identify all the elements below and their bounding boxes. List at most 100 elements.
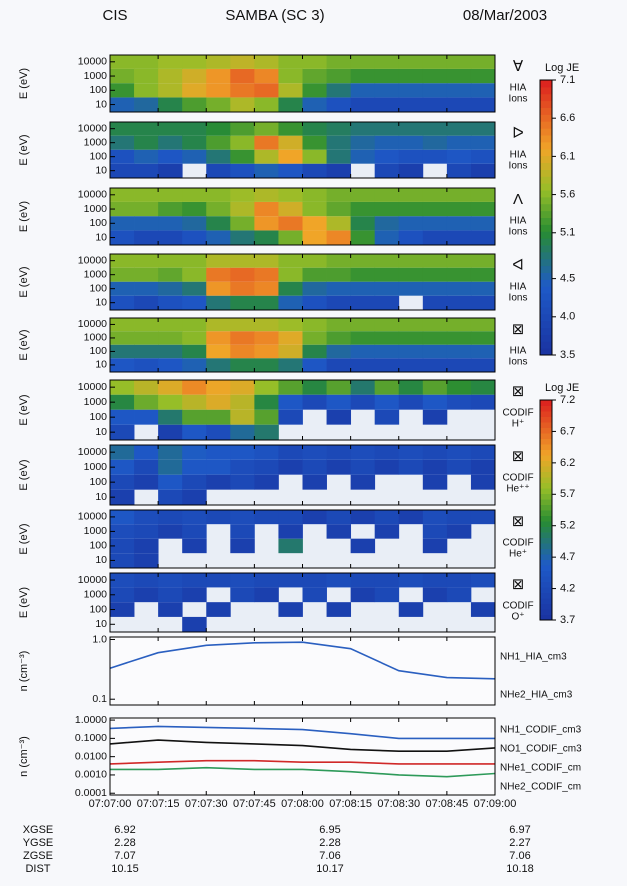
colorbar-segment [540, 477, 552, 483]
spectrogram-cell [110, 587, 135, 603]
y-tick-label: 10000 [78, 511, 107, 523]
spectrogram-cell [254, 254, 279, 268]
spectrogram-cell [470, 344, 496, 359]
spectrogram-cell [134, 587, 159, 603]
spectrogram-cell [446, 122, 472, 136]
spectrogram-cell [422, 445, 448, 460]
y-tick-label: 10 [95, 231, 107, 243]
colorbar-segment [540, 286, 552, 294]
spectrogram-cell [302, 135, 327, 150]
spectrogram-cell [158, 188, 183, 202]
y-axis-label: E (eV) [18, 201, 30, 232]
spectrogram-cell [350, 538, 376, 554]
ephemeris-value: 6.92 [114, 824, 135, 836]
spectrogram-cell [254, 97, 279, 112]
spectrogram-cell [134, 295, 159, 310]
spectrogram-cell [374, 254, 400, 268]
y-tick-label: 1000 [84, 589, 108, 601]
spectrogram-cell [134, 163, 159, 178]
colorbar-tick-label: 6.1 [560, 150, 575, 162]
x-tick-label: 07:09:00 [474, 798, 517, 810]
spectrogram-cell [230, 281, 255, 296]
colorbar-segment [540, 121, 552, 129]
spectrogram-cell [446, 358, 472, 372]
spectrogram-cell [230, 83, 255, 98]
spectrogram-cell [134, 68, 159, 84]
spectrogram-cell [326, 201, 352, 217]
spectrogram-cell [278, 459, 303, 475]
spectrogram-cell [254, 380, 279, 395]
colorbar-segment [540, 570, 552, 577]
spectrogram-cell [422, 188, 448, 202]
colorbar-segment [540, 327, 552, 335]
spectrogram-cell [350, 358, 376, 372]
spectrogram-cell [134, 459, 159, 475]
spectrogram-cell [326, 318, 352, 332]
colorbar-segment [540, 341, 552, 349]
spectrogram-cell [278, 281, 303, 296]
spectrogram-cell [350, 216, 376, 231]
spectrogram-cell [302, 318, 327, 332]
spectrogram-cell [254, 358, 279, 372]
spectrogram-cell [182, 68, 207, 84]
spectrogram-cell [254, 424, 279, 440]
spectrogram-cell [422, 149, 448, 164]
y-tick-label: 100 [89, 345, 107, 357]
spectrogram-cell [206, 230, 231, 245]
spectrogram-cell [326, 602, 352, 617]
ephemeris-value: 6.95 [319, 824, 340, 836]
y-tick-label: 1000 [84, 332, 108, 344]
spectrogram-cell [182, 83, 207, 98]
spectrogram-cell [470, 188, 496, 202]
spectrogram-cell [374, 394, 400, 410]
spectrogram-cell [470, 474, 496, 490]
y-tick-label: 1000 [84, 136, 108, 148]
spectrogram-cell [230, 424, 255, 440]
spectrogram-cell [230, 380, 255, 395]
spectrogram-cell [350, 295, 376, 310]
spectrogram-cell [278, 188, 303, 202]
series-line [109, 641, 496, 680]
spectrogram-cell [398, 122, 424, 136]
y-tick-label: 100 [89, 603, 107, 615]
spectrogram-cell [446, 510, 472, 525]
spectrogram-cell [374, 97, 400, 112]
y-tick-label: 10 [95, 359, 107, 371]
y-tick-label: 0.0100 [75, 750, 107, 762]
spectrogram-cell [182, 573, 207, 588]
spectrogram-cell [302, 216, 327, 231]
spectrogram-cell [302, 295, 327, 310]
spectrogram-cell [374, 573, 400, 588]
colorbar-segment [540, 515, 552, 522]
spectrogram-cell [446, 230, 472, 245]
panel-label: ⊠ [512, 321, 525, 338]
spectrogram-cell [398, 97, 424, 112]
spectrogram-cell [134, 230, 159, 245]
y-axis-label: n (cm⁻³) [18, 651, 30, 692]
colorbar-segment [540, 526, 552, 533]
spectrogram-cell [422, 538, 448, 554]
spectrogram-cell [350, 188, 376, 202]
spectrogram-cell [110, 394, 135, 410]
spectrogram-cell [182, 188, 207, 202]
colorbar-segment [540, 183, 552, 191]
y-tick-label: 100 [89, 217, 107, 229]
colorbar-segment [540, 471, 552, 478]
spectrogram-cell [158, 318, 183, 332]
spectrogram-cell [398, 163, 424, 178]
spectrogram-cell [230, 331, 255, 345]
spectrogram-cell [446, 97, 472, 112]
colorbar-segment [540, 559, 552, 566]
spectrogram-cell [470, 510, 496, 525]
spectrogram-cell [302, 55, 327, 69]
spectrogram-cell [182, 295, 207, 310]
x-tick-label: 07:07:45 [233, 798, 276, 810]
panel-label: ᐅ [512, 125, 524, 142]
spectrogram-cell [110, 553, 135, 568]
panel-background [110, 718, 495, 795]
spectrogram-cell [206, 331, 231, 345]
spectrogram-cell [278, 331, 303, 345]
spectrogram-cell [230, 318, 255, 332]
spectrogram-cell [470, 68, 496, 84]
series-line [109, 725, 495, 740]
